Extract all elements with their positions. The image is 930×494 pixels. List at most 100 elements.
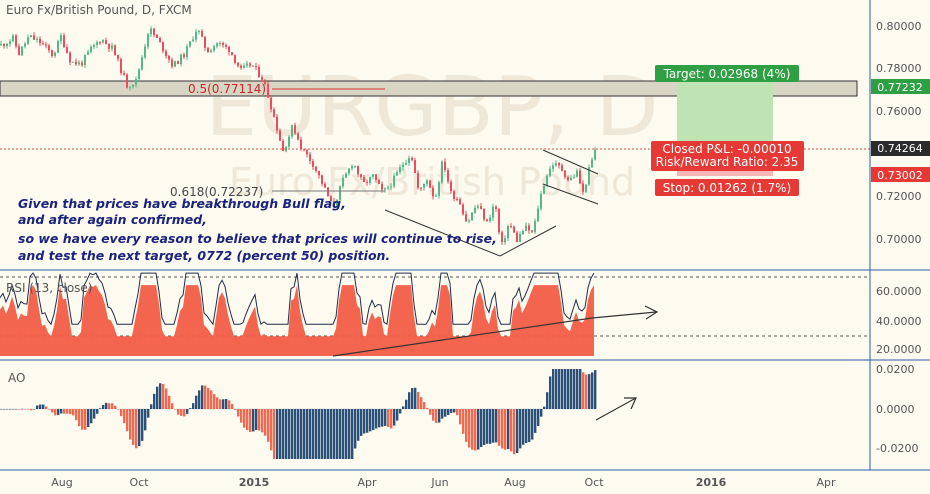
ao-bar bbox=[432, 409, 435, 421]
ao-bar bbox=[519, 409, 522, 449]
candle-body bbox=[507, 225, 509, 239]
candle-body bbox=[408, 157, 410, 163]
candle-body bbox=[573, 176, 575, 178]
candle-body bbox=[558, 163, 560, 166]
candle-body bbox=[306, 149, 308, 155]
ao-bar bbox=[564, 369, 567, 409]
ao-bar bbox=[297, 409, 300, 459]
ao-bar bbox=[330, 409, 333, 459]
ao-bar bbox=[528, 409, 531, 442]
candle-body bbox=[312, 160, 314, 167]
ao-bar bbox=[201, 385, 204, 409]
candle-body bbox=[528, 225, 530, 231]
candle-body bbox=[447, 170, 449, 182]
ao-bar bbox=[105, 402, 108, 409]
price-tick: 0.80000 bbox=[876, 20, 922, 33]
candle-body bbox=[504, 238, 506, 243]
ao-bar bbox=[522, 409, 525, 445]
candle-body bbox=[537, 208, 539, 222]
candle-body bbox=[594, 149, 596, 160]
candle-body bbox=[336, 199, 338, 208]
ao-bar bbox=[291, 409, 294, 459]
candle-body bbox=[117, 54, 119, 59]
ao-bar bbox=[120, 409, 123, 417]
ao-bar bbox=[42, 404, 45, 409]
candle-body bbox=[144, 46, 146, 58]
candle-body bbox=[393, 175, 395, 187]
stop-badge[interactable] bbox=[655, 179, 799, 196]
candle-body bbox=[93, 44, 95, 47]
candle-body bbox=[264, 79, 266, 84]
ao-bar bbox=[546, 392, 549, 409]
target-badge[interactable] bbox=[655, 65, 799, 82]
ao-bar bbox=[423, 402, 426, 409]
ao-bar bbox=[474, 409, 477, 451]
candle-body bbox=[321, 175, 323, 184]
resistance-zone[interactable] bbox=[0, 80, 858, 97]
ao-bar bbox=[558, 369, 561, 409]
candle-body bbox=[522, 231, 524, 235]
ao-bar bbox=[177, 409, 180, 415]
ao-bar bbox=[147, 409, 150, 418]
ao-bar bbox=[114, 405, 117, 409]
candle-body bbox=[531, 230, 533, 232]
candle-body bbox=[546, 175, 548, 187]
ao-bar bbox=[243, 409, 246, 428]
candle-body bbox=[474, 207, 476, 213]
candle-body bbox=[288, 136, 290, 147]
ao-bar bbox=[543, 406, 546, 409]
candle-body bbox=[291, 125, 293, 137]
ao-bar bbox=[441, 409, 444, 419]
ao-bar bbox=[318, 409, 321, 459]
current-price-badge bbox=[871, 141, 930, 156]
candle-body bbox=[471, 212, 473, 221]
channel-line-lower bbox=[384, 209, 501, 257]
ao-bar bbox=[33, 409, 36, 410]
ao-bar bbox=[183, 409, 186, 417]
ao-bar bbox=[339, 409, 342, 459]
ao-bar bbox=[192, 403, 195, 409]
candle-body bbox=[579, 170, 581, 184]
ao-bar bbox=[75, 409, 78, 421]
ao-bar bbox=[36, 405, 39, 409]
ao-tick: 0.0200 bbox=[876, 363, 915, 376]
candle-body bbox=[567, 177, 569, 180]
target-zone[interactable] bbox=[677, 81, 773, 149]
time-tick: Oct bbox=[129, 476, 149, 489]
ao-bar bbox=[324, 409, 327, 459]
rsi-tick: 40.0000 bbox=[876, 315, 922, 328]
ao-bar bbox=[78, 409, 81, 427]
ao-bar bbox=[450, 409, 453, 413]
candle-body bbox=[351, 166, 353, 169]
ao-bar bbox=[195, 395, 198, 409]
candle-body bbox=[411, 157, 413, 161]
ao-bar bbox=[84, 409, 87, 430]
candle-body bbox=[318, 170, 320, 176]
candle-body bbox=[60, 35, 62, 42]
ao-tick: -0.0200 bbox=[876, 442, 918, 455]
candle-body bbox=[270, 97, 272, 110]
ao-bar bbox=[414, 387, 417, 409]
candle-body bbox=[315, 166, 317, 171]
candle-body bbox=[345, 173, 347, 178]
candle-body bbox=[450, 181, 452, 192]
ao-bar bbox=[9, 409, 12, 410]
pnl-badge[interactable] bbox=[651, 141, 804, 171]
ao-bar bbox=[306, 409, 309, 459]
candle-body bbox=[3, 43, 5, 47]
ao-bar bbox=[72, 409, 75, 416]
ao-bar bbox=[447, 409, 450, 415]
target-badge-text: Target: 0.02968 (4%) bbox=[663, 67, 791, 81]
ao-bar bbox=[477, 409, 480, 450]
candle-body bbox=[276, 116, 278, 131]
ao-bar bbox=[435, 409, 438, 423]
ao-bar bbox=[249, 409, 252, 433]
candle-body bbox=[453, 191, 455, 200]
candle-body bbox=[330, 196, 332, 202]
ao-bar bbox=[213, 394, 216, 409]
ao-bar bbox=[561, 369, 564, 409]
ao-bar bbox=[345, 409, 348, 459]
candle-body bbox=[150, 28, 152, 35]
ao-bar bbox=[117, 409, 120, 410]
